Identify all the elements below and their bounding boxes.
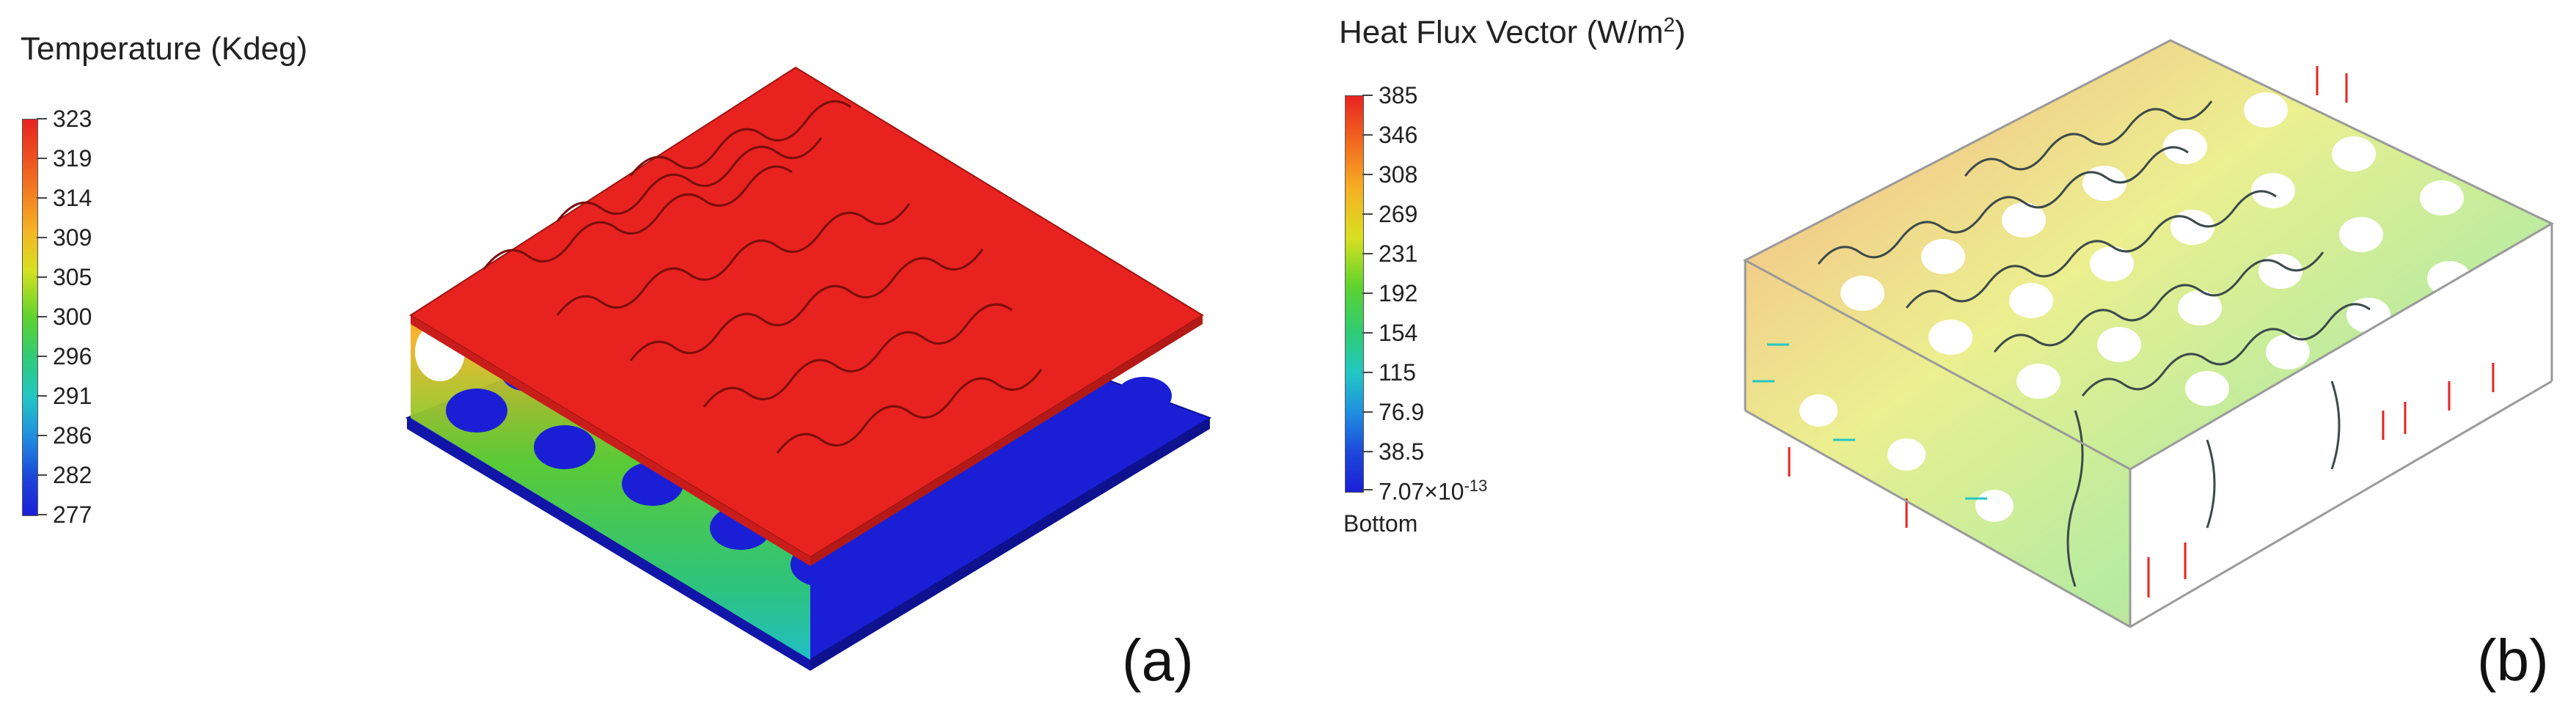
temperature-tick: 305 [36, 264, 92, 290]
flux-arrows-cool [1753, 343, 1987, 500]
temperature-tick: 309 [36, 224, 92, 251]
heat-flux-title-sup: 2 [1663, 13, 1676, 36]
heat-flux-tick: 192 [1362, 280, 1418, 306]
heat-flux-bottom-mantissa: 7.07×10 [1379, 478, 1464, 505]
flux-field-region [1745, 40, 2552, 627]
heat-flux-tick: 38.5 [1362, 438, 1425, 465]
heat-flux-legend-title: Heat Flux Vector (W/m2) [1339, 13, 1686, 51]
heat-flux-bottom-exponent: -13 [1464, 477, 1488, 495]
heat-flux-tick: 346 [1362, 122, 1418, 148]
heat-flux-bottom-note: Bottom [1343, 510, 1418, 537]
heat-flux-model-figure [1742, 39, 2555, 628]
temperature-model-figure [405, 66, 1212, 671]
panel-a: Temperature (Kdeg) 323 319 314 309 305 300 296… [0, 0, 1276, 717]
temperature-tick: 319 [36, 145, 92, 172]
temperature-tick: 291 [36, 383, 92, 409]
top-plate [409, 66, 1204, 566]
flux-arrows [1788, 66, 2495, 598]
temperature-tick: 277 [36, 501, 92, 528]
heat-flux-tick: 76.9 [1362, 399, 1425, 425]
temperature-tick: 296 [36, 343, 92, 369]
panel-b: Heat Flux Vector (W/m2) 385 346 308 269 231 1… [1305, 0, 2576, 717]
flux-voids [1799, 92, 2515, 531]
temperature-tick: 314 [36, 185, 92, 211]
heat-flux-tick: 269 [1362, 201, 1418, 227]
temperature-tick: 282 [36, 462, 92, 488]
temperature-tick: 286 [36, 422, 92, 449]
heat-flux-title-main: Heat Flux Vector (W/m [1339, 14, 1664, 51]
heat-flux-colorbar [1345, 95, 1364, 493]
heat-flux-bottom-tick: 7.07×10-13 [1362, 477, 1488, 505]
heat-flux-tick: 231 [1362, 240, 1418, 267]
heat-flux-tick: 308 [1362, 161, 1418, 188]
heat-flux-tick: 385 [1362, 82, 1418, 109]
temperature-legend-title: Temperature (Kdeg) [21, 31, 308, 67]
temperature-colorbar [22, 119, 38, 516]
heat-flux-tick: 115 [1362, 359, 1417, 386]
temperature-tick: 300 [36, 304, 92, 330]
panel-label-b: (b) [2477, 628, 2549, 693]
heat-flux-title-end: ) [1675, 14, 1686, 51]
panel-label-a: (a) [1122, 628, 1194, 693]
bounding-box-outline [1742, 39, 2555, 628]
temperature-tick: 323 [36, 106, 92, 132]
heat-flux-tick: 154 [1362, 320, 1418, 346]
flux-wave-lines [1817, 100, 2371, 587]
